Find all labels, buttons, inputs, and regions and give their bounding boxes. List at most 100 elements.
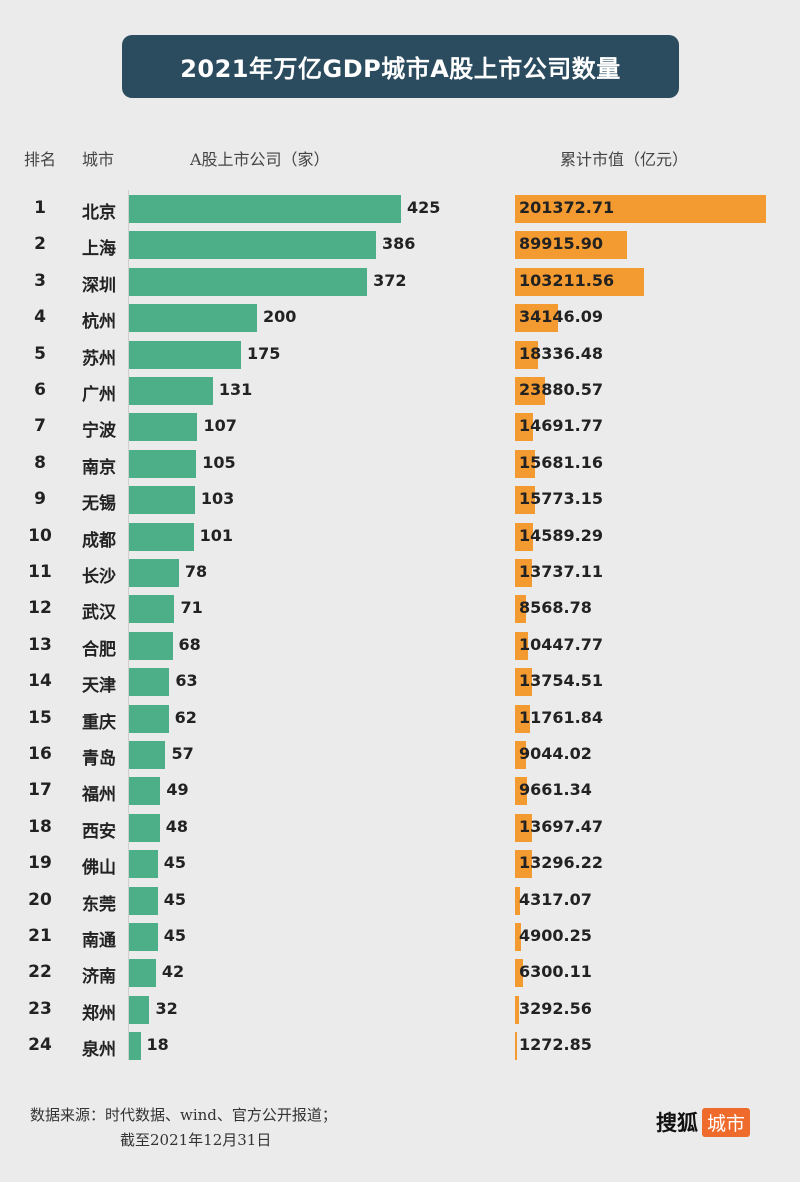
company-count-label: 425: [407, 198, 441, 217]
market-cap-label: 8568.78: [519, 598, 592, 618]
city-label: 重庆: [82, 712, 116, 733]
company-count-label: 45: [163, 926, 187, 945]
market-cap-bar: [515, 813, 533, 842]
company-count-label: 48: [165, 816, 188, 836]
company-count-label: 200: [263, 307, 297, 327]
market-cap-label: 9661.34: [519, 780, 592, 800]
rank-label: 6: [34, 380, 46, 400]
company-count-bar: [129, 923, 158, 951]
company-count-bar: [129, 668, 170, 697]
rank-label: 8: [34, 452, 46, 473]
market-cap-bar: [515, 522, 534, 551]
header-companies: A股上市公司（家）: [190, 150, 330, 169]
rank-label: 23: [28, 998, 52, 1019]
market-cap-label: 34146.09: [519, 307, 604, 327]
city-label: 武汉: [82, 603, 116, 624]
market-cap-bar: [515, 449, 535, 478]
company-count-label: 107: [203, 416, 237, 436]
market-cap-label: 13296.22: [519, 853, 604, 873]
company-count-bar: [129, 559, 179, 587]
company-count-bar: [129, 195, 401, 223]
market-cap-bar: [515, 995, 520, 1024]
market-cap-bar: [515, 340, 538, 369]
city-label: 北京: [82, 203, 116, 223]
market-cap-bar: [515, 486, 535, 515]
city-label: 宁波: [82, 421, 116, 442]
rank-label: 22: [28, 962, 52, 983]
market-cap-label: 18336.48: [519, 343, 604, 363]
rank-label: 16: [28, 744, 52, 764]
market-cap-bar: [515, 923, 522, 951]
company-count-label: 101: [199, 525, 234, 545]
company-count-bar: [129, 231, 377, 260]
market-cap-label: 4317.07: [519, 889, 592, 909]
market-cap-bar: [515, 595, 526, 624]
company-count-bar: [129, 304, 257, 333]
company-count-bar: [129, 1032, 141, 1061]
city-label: 青岛: [82, 749, 116, 769]
market-cap-label: 15773.15: [519, 489, 604, 509]
company-count-bar: [129, 886, 158, 915]
company-count-bar: [129, 377, 213, 405]
market-cap-label: 89915.90: [519, 234, 604, 254]
rank-label: 4: [34, 307, 46, 328]
company-count-label: 57: [171, 744, 194, 763]
rank-label: 1: [34, 198, 46, 218]
company-count-label: 68: [178, 634, 201, 654]
company-count-bar: [129, 850, 158, 879]
market-cap-label: 201372.71: [519, 198, 615, 217]
rank-label: 11: [28, 562, 52, 582]
city-label: 南京: [82, 457, 116, 478]
company-count-bar: [129, 267, 368, 296]
city-label: 东莞: [82, 894, 116, 915]
market-cap-label: 23880.57: [519, 380, 604, 399]
market-cap-bar: [515, 668, 533, 697]
company-count-label: 63: [175, 671, 198, 691]
market-cap-bar: [515, 1032, 517, 1061]
company-count-bar: [129, 486, 195, 515]
company-count-bar: [129, 449, 197, 478]
city-label: 南通: [82, 931, 116, 951]
market-cap-bar: [515, 267, 644, 296]
company-count-bar: [129, 959, 156, 988]
company-count-label: 18: [146, 1035, 169, 1055]
company-count-label: 45: [163, 853, 187, 873]
city-label: 佛山: [82, 858, 116, 879]
company-count-label: 175: [247, 343, 281, 363]
city-label: 福州: [82, 785, 116, 806]
company-count-label: 78: [184, 562, 208, 581]
rank-label: 3: [34, 270, 46, 291]
logo-text: 搜狐: [656, 1111, 698, 1135]
rank-label: 5: [34, 343, 46, 364]
city-label: 长沙: [82, 567, 116, 587]
rank-label: 18: [28, 816, 52, 837]
market-cap-bar: [515, 704, 530, 733]
chart-title: 2021年万亿GDP城市A股上市公司数量: [122, 35, 679, 98]
company-count-label: 32: [155, 998, 178, 1018]
market-cap-bar: [515, 777, 528, 806]
company-count-label: 105: [202, 452, 236, 472]
market-cap-bar: [515, 886, 521, 915]
city-label: 无锡: [82, 494, 116, 515]
company-count-bar: [129, 631, 173, 660]
company-count-label: 42: [161, 962, 185, 982]
market-cap-bar: [515, 741, 527, 769]
market-cap-label: 3292.56: [519, 998, 592, 1018]
rank-label: 2: [34, 234, 46, 255]
market-cap-bar: [515, 850, 532, 879]
market-cap-bar: [515, 559, 533, 587]
city-label: 天津: [82, 676, 116, 697]
header-market-cap: 累计市值（亿元）: [560, 150, 689, 169]
date-note: 截至2021年12月31日: [120, 1131, 272, 1149]
market-cap-label: 13697.47: [519, 816, 604, 836]
company-count-label: 131: [218, 380, 253, 399]
market-cap-label: 14589.29: [519, 525, 604, 545]
market-cap-bar: [515, 377, 545, 405]
market-cap-bar: [515, 413, 534, 442]
city-label: 广州: [82, 385, 116, 405]
rank-label: 14: [28, 671, 52, 692]
rank-label: 24: [28, 1035, 52, 1056]
city-label: 深圳: [82, 275, 116, 296]
company-count-label: 372: [373, 270, 407, 290]
market-cap-label: 4900.25: [519, 926, 592, 945]
